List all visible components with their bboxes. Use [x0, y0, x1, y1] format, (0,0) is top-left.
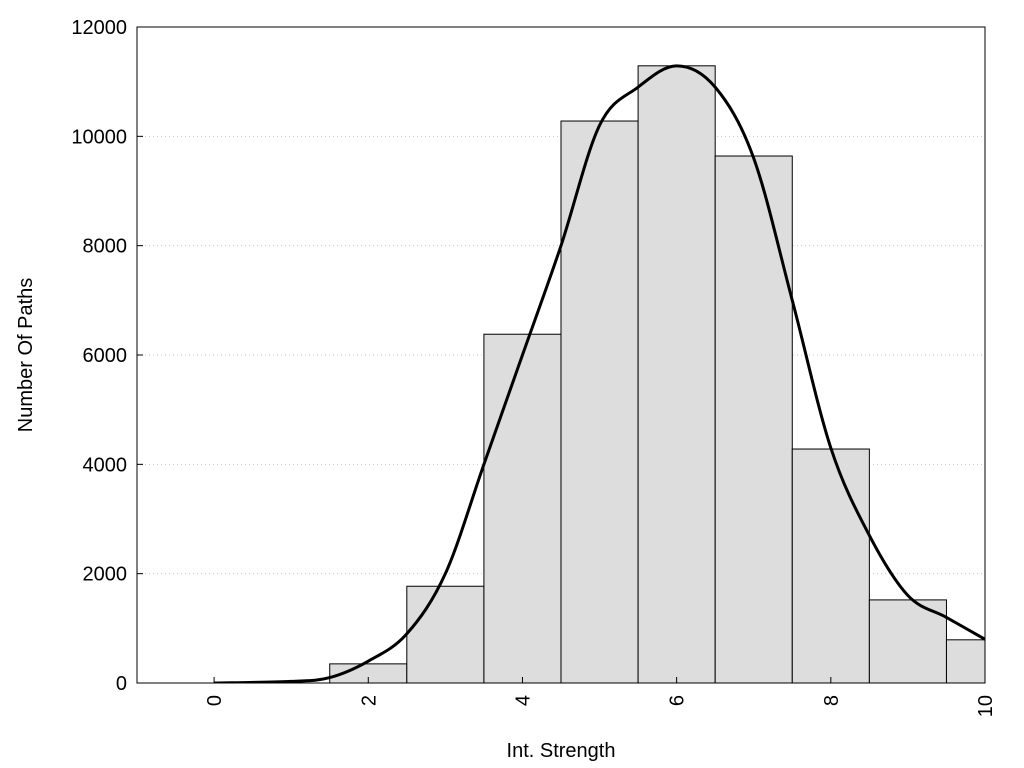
bar	[560, 120, 639, 683]
bar	[714, 155, 793, 683]
y-tick-label: 4000	[83, 454, 128, 476]
y-tick-label: 8000	[83, 236, 128, 258]
y-tick-label: 0	[116, 673, 127, 695]
x-tick-label: 4	[512, 695, 534, 706]
x-tick-label: 0	[204, 695, 226, 706]
x-tick-label: 6	[667, 695, 689, 706]
plot-frame	[136, 26, 986, 684]
y-axis-label: Number Of Paths	[15, 278, 37, 433]
bar	[791, 448, 870, 683]
x-tick-label: 2	[358, 695, 380, 706]
y-tick-label: 2000	[83, 564, 128, 586]
bar	[945, 639, 985, 683]
y-tick-label: 12000	[71, 17, 127, 39]
y-tick-label: 6000	[83, 345, 128, 367]
x-tick-label: 10	[975, 695, 997, 717]
bar	[483, 333, 562, 683]
x-axis-label: Int. Strength	[507, 740, 616, 762]
bar	[868, 599, 947, 683]
x-tick-label: 8	[821, 695, 843, 706]
density-curve	[214, 64, 985, 683]
bar	[637, 65, 716, 683]
y-tick-label: 10000	[71, 126, 127, 148]
bar	[406, 585, 485, 683]
